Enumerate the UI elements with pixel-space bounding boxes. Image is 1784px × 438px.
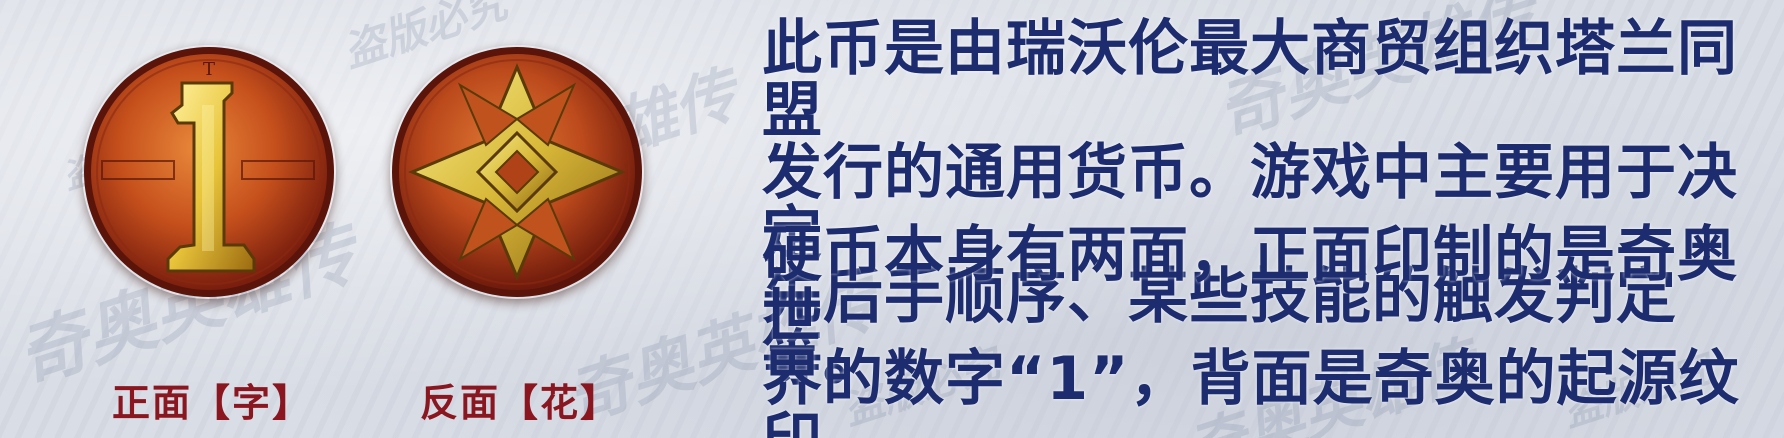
- coin-front-image: T: [82, 45, 336, 299]
- coin-back-image: [390, 45, 644, 299]
- description-line: 此币是由瑞沃伦最大商贸组织塔兰同盟: [762, 14, 1738, 146]
- description-line: 先后手顺序、某些技能的触发判定等。: [762, 262, 1677, 394]
- coin-front-label: 正面【字】: [112, 381, 313, 425]
- coin-back-label: 反面【花】: [420, 381, 621, 425]
- description-paragraph-1: 此币是由瑞沃伦最大商贸组织塔兰同盟 发行的通用货币。游戏中主要用于决定 先后手顺…: [762, 18, 1762, 390]
- description-line: 界的数字“1”，背面是奇奥的起源纹: [762, 344, 1740, 414]
- description-line: 印。: [762, 410, 1762, 438]
- coin-front-art: T: [84, 47, 334, 297]
- description-line: 发行的通用货币。游戏中主要用于决定: [762, 138, 1738, 270]
- description-line: 硬币本身有两面，正面印制的是奇奥世: [762, 220, 1738, 352]
- description-paragraph-2: 硬币本身有两面，正面印制的是奇奥世 界的数字“1”，背面是奇奥的起源纹 印。: [762, 224, 1762, 438]
- coin-back-art: [392, 47, 642, 297]
- svg-text:T: T: [203, 59, 215, 80]
